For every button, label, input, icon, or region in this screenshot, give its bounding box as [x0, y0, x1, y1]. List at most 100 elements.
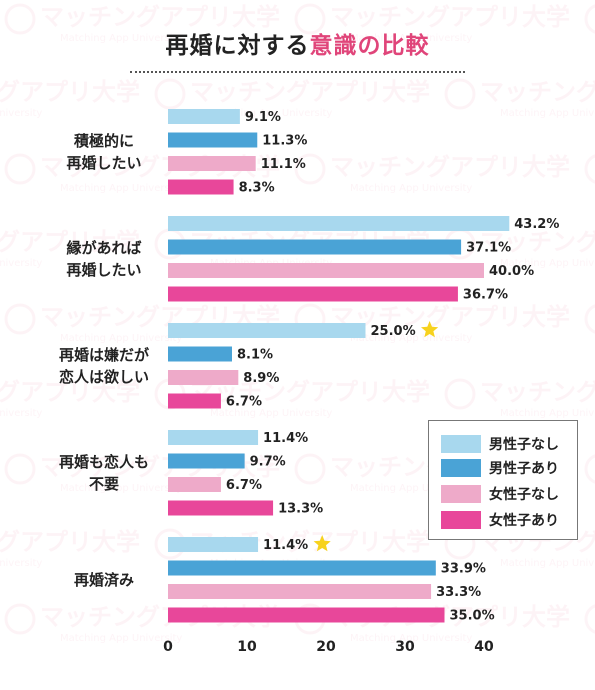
value-label: 43.2% — [514, 217, 559, 232]
svg-text:Matching App University: Matching App University — [500, 408, 595, 419]
value-label: 36.7% — [463, 288, 508, 303]
legend-label: 女性子なし — [489, 487, 559, 503]
x-tick-label: 0 — [163, 639, 173, 655]
title-divider — [130, 71, 465, 73]
bar — [168, 109, 240, 124]
svg-text:マッチングアプリ大学: マッチングアプリ大学 — [480, 228, 595, 256]
bar — [168, 477, 221, 492]
value-label: 9.1% — [245, 110, 281, 125]
bar — [168, 370, 239, 385]
title-part1: 再婚に対する — [165, 33, 310, 59]
watermark-logo: マッチングアプリ大学 Matching App University — [4, 3, 280, 44]
bar — [168, 430, 259, 445]
star-icon — [421, 321, 439, 338]
category-label: 再婚は嫌だが恋人は欲しい — [59, 346, 150, 386]
bar — [168, 216, 510, 231]
bar — [168, 156, 256, 171]
svg-text:Matching App University: Matching App University — [350, 333, 472, 344]
watermark-logo: マッチングアプリ大学 Matching App University — [294, 153, 570, 194]
watermark-logo: マッチングアプリ大学 Matching App University — [154, 78, 430, 119]
chart-title: 再婚に対する意識の比較 — [0, 26, 595, 60]
watermark-logo: マッチングアプリ大学 Matching App University — [444, 378, 595, 419]
bar — [168, 179, 234, 195]
value-label: 13.3% — [278, 502, 323, 517]
svg-text:Matching App University: Matching App University — [0, 558, 42, 569]
x-tick-label: 10 — [237, 639, 257, 655]
bar — [168, 584, 432, 599]
legend-swatch — [441, 435, 481, 453]
value-label: 6.7% — [226, 478, 262, 493]
x-tick-label: 20 — [316, 639, 336, 655]
value-label: 35.0% — [450, 609, 495, 624]
legend: 男性子なし 男性子あり 女性子なし 女性子あり — [428, 420, 578, 540]
watermark-logo: マッチングアプリ大学 Matching App University — [0, 528, 140, 569]
value-label: 8.1% — [237, 348, 273, 363]
star-icon — [313, 535, 331, 552]
legend-swatch — [441, 459, 481, 477]
svg-text:Matching App University: Matching App University — [210, 108, 332, 119]
svg-text:Matching App University: Matching App University — [500, 558, 595, 569]
svg-text:Matching App University: Matching App University — [0, 258, 42, 269]
bar — [168, 500, 274, 516]
svg-text:Matching App University: Matching App University — [0, 408, 42, 419]
svg-text:Matching App University: Matching App University — [350, 483, 472, 494]
svg-text:マッチングアプリ大学: マッチングアプリ大学 — [0, 228, 140, 256]
svg-text:マッチングアプリ大学: マッチングアプリ大学 — [40, 3, 280, 31]
value-label: 11.4% — [263, 431, 308, 446]
title-highlight: 意識の比較 — [309, 33, 430, 59]
svg-text:マッチングアプリ大学: マッチングアプリ大学 — [480, 378, 595, 406]
legend-item: 男性子なし — [441, 433, 559, 455]
value-label: 25.0% — [371, 324, 416, 339]
bar — [168, 453, 245, 469]
svg-text:Matching App University: Matching App University — [60, 183, 182, 194]
value-label: 37.1% — [466, 241, 511, 256]
legend-label: 女性子あり — [489, 513, 559, 529]
bar — [168, 323, 366, 338]
watermark-logo: マッチングアプリ大学 Matching App University — [0, 228, 140, 269]
bar — [168, 263, 484, 278]
legend-swatch — [441, 485, 481, 503]
svg-text:マッチングアプリ大学: マッチングアプリ大学 — [0, 78, 140, 106]
svg-text:マッチングアプリ大学: マッチングアプリ大学 — [190, 78, 430, 106]
category-label: 再婚済み — [74, 571, 134, 589]
legend-item: 男性子あり — [441, 457, 559, 479]
svg-text:マッチングアプリ大学: マッチングアプリ大学 — [480, 78, 595, 106]
legend-label: 男性子なし — [489, 437, 559, 453]
svg-text:Matching App University: Matching App University — [60, 633, 182, 644]
bar — [168, 286, 458, 302]
value-label: 8.3% — [239, 181, 275, 196]
value-label: 6.7% — [226, 395, 262, 410]
svg-text:Matching App University: Matching App University — [210, 408, 332, 419]
value-label: 8.9% — [243, 371, 279, 386]
x-tick-label: 30 — [395, 639, 415, 655]
svg-text:Matching App University: Matching App University — [350, 633, 472, 644]
bar — [168, 239, 462, 255]
svg-text:Matching App University: Matching App University — [60, 33, 182, 44]
value-label: 11.3% — [262, 134, 307, 149]
value-label: 11.4% — [263, 538, 308, 553]
x-tick-label: 40 — [474, 639, 494, 655]
bar — [168, 607, 445, 623]
value-label: 40.0% — [489, 264, 534, 279]
legend-label: 男性子あり — [489, 461, 559, 477]
category-label: 積極的に再婚したい — [66, 132, 141, 172]
svg-text:Matching App University: Matching App University — [500, 258, 595, 269]
bar — [168, 537, 259, 552]
bar — [168, 560, 436, 576]
bar — [168, 393, 221, 409]
svg-text:マッチングアプリ大学: マッチングアプリ大学 — [330, 303, 570, 331]
svg-text:マッチングアプリ大学: マッチングアプリ大学 — [0, 528, 140, 556]
svg-text:Matching App University: Matching App University — [500, 108, 595, 119]
svg-text:マッチングアプリ大学: マッチングアプリ大学 — [330, 153, 570, 181]
svg-text:Matching App University: Matching App University — [350, 183, 472, 194]
bar — [168, 132, 258, 148]
svg-text:Matching App University: Matching App University — [350, 33, 472, 44]
